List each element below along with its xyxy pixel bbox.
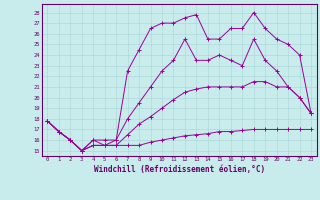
X-axis label: Windchill (Refroidissement éolien,°C): Windchill (Refroidissement éolien,°C) [94,165,265,174]
